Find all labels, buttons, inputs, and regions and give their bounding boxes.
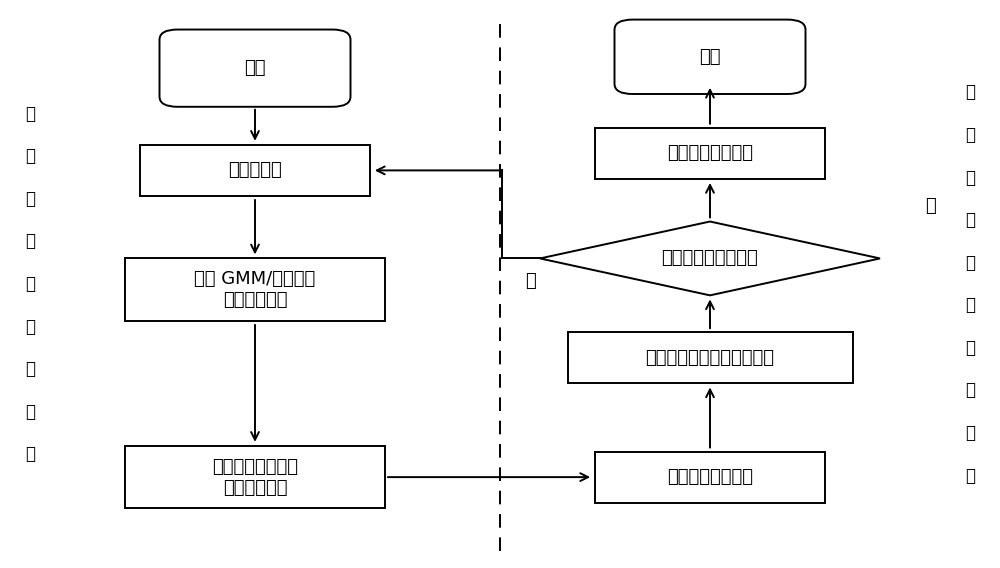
Text: 采用颜色模型初步
筛选运动像素: 采用颜色模型初步 筛选运动像素 [212,458,298,496]
Text: 点: 点 [25,275,35,293]
Text: 计算连通区域动态变化参数: 计算连通区域动态变化参数 [646,349,774,367]
Text: 检: 检 [25,318,35,336]
Text: 输出可疑烟雾区域: 输出可疑烟雾区域 [667,144,753,162]
Text: 算: 算 [25,403,35,421]
Bar [140,145,370,196]
Text: 疑: 疑 [965,126,975,144]
Text: 像: 像 [25,190,35,208]
FancyBboxPatch shape [614,19,805,94]
Text: 法: 法 [965,467,975,485]
Text: 获取完整连通区域: 获取完整连通区域 [667,468,753,486]
Text: 素: 素 [25,232,35,250]
Text: 测: 测 [25,360,35,378]
Polygon shape [540,222,880,295]
Text: 开始: 开始 [244,59,266,77]
Text: 测: 测 [965,382,975,399]
FancyBboxPatch shape [160,30,351,107]
Text: 输入帧序列: 输入帧序列 [228,161,282,179]
Text: 法: 法 [25,445,35,463]
Text: 采用 GMM/背景差分
检测运动像素: 采用 GMM/背景差分 检测运动像素 [194,270,316,309]
Text: 满足烟雾变化特征？: 满足烟雾变化特征？ [662,249,758,268]
Bar [125,446,385,508]
Text: 运: 运 [25,105,35,123]
Bar [595,452,825,503]
Text: 雾: 雾 [965,211,975,229]
Text: 动: 动 [25,147,35,165]
Text: 否: 否 [525,272,536,290]
Text: 是: 是 [925,197,935,215]
Text: 结束: 结束 [699,48,721,66]
Bar [568,332,852,383]
Bar [595,128,825,179]
Text: 算: 算 [965,424,975,442]
Text: 烟: 烟 [965,169,975,186]
Bar [125,258,385,321]
Text: 检: 检 [965,339,975,357]
Text: 区: 区 [965,254,975,272]
Text: 域: 域 [965,296,975,314]
Text: 可: 可 [965,83,975,101]
